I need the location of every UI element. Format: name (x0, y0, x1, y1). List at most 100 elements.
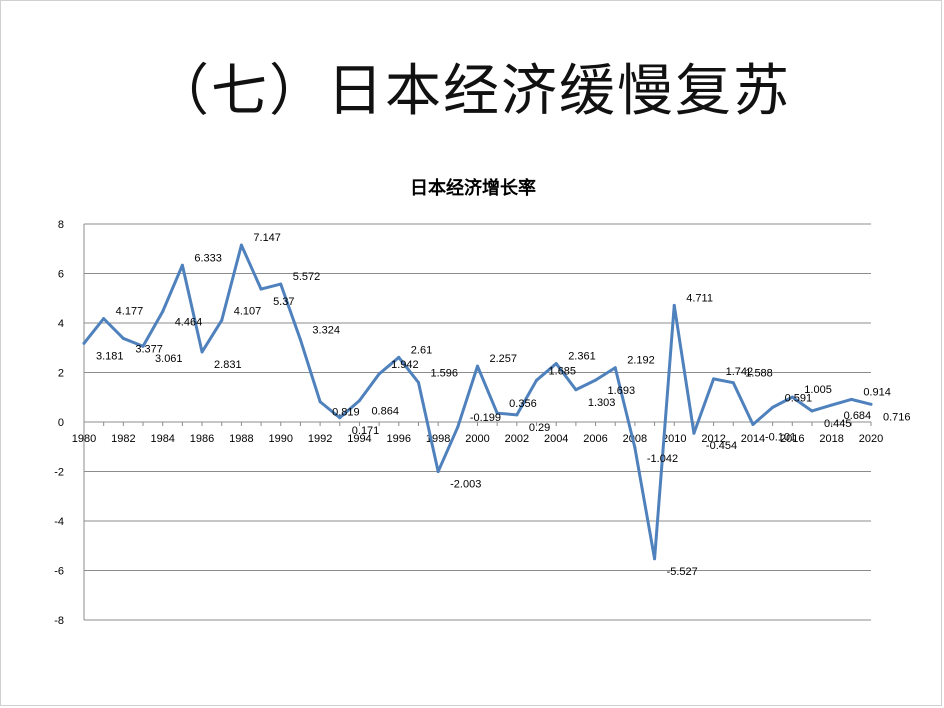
data-point (436, 470, 440, 474)
y-tick-label: 6 (58, 269, 64, 281)
data-point (515, 413, 519, 417)
data-point (141, 344, 145, 348)
data-label: 1.303 (588, 397, 616, 409)
data-label: 3.061 (155, 353, 183, 365)
data-label: 3.324 (312, 325, 340, 337)
data-point (259, 287, 263, 291)
x-tick-label: 1986 (190, 433, 214, 445)
x-tick-label: 1992 (308, 433, 332, 445)
x-tick-label: 2020 (859, 433, 883, 445)
data-label: 4.711 (686, 292, 713, 304)
y-tick-label: -6 (54, 566, 64, 578)
data-label: 0.171 (352, 425, 380, 437)
data-label: 2.257 (490, 353, 518, 365)
data-point (456, 425, 460, 429)
y-tick-label: -8 (54, 615, 64, 627)
data-point (594, 378, 598, 382)
data-label: 4.464 (175, 317, 203, 329)
data-label: 0.29 (529, 422, 550, 434)
x-axis-ticks: 1980 1982 1984 1986 1988 1990 1992 1994 1996 1998… (72, 433, 883, 445)
slide-title: （七）日本经济缓慢复苏 (153, 59, 791, 124)
chart-title: 日本经济增长率 (410, 177, 536, 199)
x-tick-label: 2000 (465, 433, 489, 445)
data-label: 0.819 (332, 407, 360, 419)
data-point (751, 422, 755, 426)
data-label: -5.527 (667, 566, 698, 578)
data-point (338, 416, 342, 420)
data-point (790, 395, 794, 399)
data-point (102, 317, 106, 321)
data-point (849, 397, 853, 401)
x-tick-label: 2010 (662, 433, 686, 445)
x-tick-label: 2016 (780, 433, 804, 445)
data-point (633, 446, 637, 450)
data-label: 0.591 (785, 392, 813, 404)
x-tick-label: 1984 (150, 433, 174, 445)
data-point (298, 338, 302, 342)
data-label: 0.716 (883, 411, 911, 423)
data-label: -0.101 (765, 431, 796, 443)
data-point (613, 366, 617, 370)
data-label: 0.356 (509, 398, 537, 410)
data-label: 4.107 (234, 305, 262, 317)
data-point (810, 409, 814, 413)
data-label: 5.572 (293, 271, 321, 283)
x-tick-label: 2002 (505, 433, 529, 445)
x-tick-label: 2004 (544, 433, 568, 445)
data-label: 2.192 (627, 355, 655, 367)
x-tick-label: 1990 (269, 433, 293, 445)
y-tick-label: -4 (54, 516, 64, 528)
data-label: 1.942 (391, 359, 419, 371)
data-point (239, 243, 243, 247)
data-label: 1.742 (726, 366, 754, 378)
data-point (180, 263, 184, 267)
data-label: 2.361 (568, 351, 596, 363)
data-point (161, 310, 165, 314)
data-label: -2.003 (450, 479, 481, 491)
data-label: 6.333 (194, 252, 222, 264)
data-point (416, 380, 420, 384)
gridlines (83, 223, 872, 621)
data-label: 1.685 (549, 365, 577, 377)
y-tick-label: 8 (58, 219, 64, 231)
x-tick-label: 1980 (72, 433, 96, 445)
x-tick-label: 2006 (583, 433, 607, 445)
x-tick-label: 1996 (387, 433, 411, 445)
data-label: 0.864 (371, 406, 399, 418)
data-point (535, 378, 539, 382)
y-tick-label: -2 (54, 467, 64, 479)
data-label: 7.147 (253, 232, 281, 244)
data-point (397, 355, 401, 359)
data-point (712, 377, 716, 381)
data-point (731, 381, 735, 385)
data-point (869, 402, 873, 406)
data-point (318, 400, 322, 404)
data-point (692, 431, 696, 435)
series-layer (82, 243, 873, 561)
data-label: -0.454 (706, 440, 737, 452)
data-label: 3.181 (96, 350, 124, 362)
x-tick-label: 2014 (741, 433, 765, 445)
data-label: 1.596 (430, 367, 458, 379)
data-label: 1.693 (608, 385, 636, 397)
data-point (830, 403, 834, 407)
data-label: 0.914 (863, 386, 891, 398)
x-tick-label: 1994 (347, 433, 371, 445)
data-label: -1.042 (647, 453, 678, 465)
data-point (357, 399, 361, 403)
data-point (220, 318, 224, 322)
data-label: 0.445 (824, 418, 852, 430)
data-point (121, 336, 125, 340)
x-tick-label: 2012 (701, 433, 725, 445)
data-label: -0.199 (470, 412, 501, 424)
data-point (653, 557, 657, 561)
data-label: 1.005 (804, 384, 832, 396)
data-point (554, 362, 558, 366)
x-tick-label: 1988 (229, 433, 253, 445)
x-tick-label: 1982 (111, 433, 135, 445)
y-tick-label: 0 (58, 417, 64, 429)
y-tick-label: 4 (58, 318, 64, 330)
y-tick-label: 2 (58, 368, 64, 380)
